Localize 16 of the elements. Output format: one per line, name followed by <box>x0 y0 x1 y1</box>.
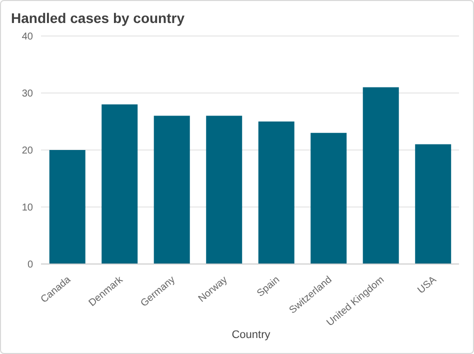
bar <box>102 104 138 264</box>
bar <box>415 144 452 264</box>
y-tick-label: 30 <box>22 88 34 100</box>
bar <box>154 116 190 264</box>
bar <box>362 87 399 264</box>
x-axis-title: Country <box>230 329 272 341</box>
bar <box>49 150 86 264</box>
bar <box>258 122 294 264</box>
bar <box>310 132 347 264</box>
y-tick-label: 10 <box>22 202 34 214</box>
y-tick-label: 20 <box>22 146 34 157</box>
chart-title: Handled cases by country <box>11 10 185 26</box>
y-tick-label: 40 <box>22 32 34 43</box>
y-tick-label: 0 <box>27 260 34 271</box>
x-tick-label: USA <box>416 274 439 296</box>
bar <box>206 116 242 264</box>
